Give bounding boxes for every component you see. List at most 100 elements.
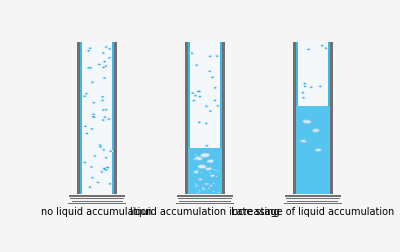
Bar <box>284 203 342 205</box>
Circle shape <box>302 98 305 99</box>
Circle shape <box>90 81 95 84</box>
Circle shape <box>107 48 112 51</box>
Circle shape <box>84 96 86 98</box>
Circle shape <box>102 97 104 98</box>
Circle shape <box>208 188 210 190</box>
Ellipse shape <box>198 179 203 181</box>
Circle shape <box>304 84 306 85</box>
Circle shape <box>86 133 88 135</box>
Circle shape <box>89 128 94 131</box>
Ellipse shape <box>209 185 213 187</box>
Circle shape <box>199 159 200 160</box>
Circle shape <box>110 151 112 152</box>
Circle shape <box>103 78 106 79</box>
Circle shape <box>217 171 218 172</box>
Circle shape <box>99 145 101 146</box>
Circle shape <box>84 162 86 164</box>
Ellipse shape <box>206 168 212 171</box>
Circle shape <box>204 189 205 190</box>
Circle shape <box>108 119 110 120</box>
Circle shape <box>101 109 106 112</box>
Circle shape <box>209 56 211 58</box>
Circle shape <box>91 113 96 116</box>
Circle shape <box>87 68 90 69</box>
Bar <box>180 201 230 202</box>
Ellipse shape <box>303 120 311 124</box>
Circle shape <box>101 67 106 70</box>
Circle shape <box>92 155 97 158</box>
Circle shape <box>84 133 89 136</box>
Circle shape <box>102 168 107 171</box>
Circle shape <box>87 186 92 189</box>
Circle shape <box>86 50 91 53</box>
Circle shape <box>108 183 112 186</box>
Circle shape <box>104 169 106 170</box>
Circle shape <box>190 52 194 56</box>
Circle shape <box>210 76 215 80</box>
Circle shape <box>83 125 88 129</box>
Circle shape <box>82 95 87 98</box>
Circle shape <box>300 92 305 95</box>
Circle shape <box>212 162 213 163</box>
Text: liquid accumulation increasing: liquid accumulation increasing <box>130 207 280 216</box>
Circle shape <box>191 100 196 103</box>
Circle shape <box>93 117 95 118</box>
Circle shape <box>302 85 308 89</box>
Circle shape <box>97 64 102 67</box>
Bar <box>330 43 333 194</box>
Circle shape <box>84 126 86 128</box>
Circle shape <box>217 192 219 193</box>
Circle shape <box>104 62 106 63</box>
Bar <box>298 43 328 194</box>
Circle shape <box>101 172 103 173</box>
Circle shape <box>94 156 96 157</box>
Circle shape <box>106 118 111 121</box>
Circle shape <box>109 183 111 185</box>
Circle shape <box>197 192 199 193</box>
Circle shape <box>214 100 216 102</box>
Circle shape <box>215 105 220 108</box>
Circle shape <box>194 96 196 97</box>
Circle shape <box>102 77 107 80</box>
Ellipse shape <box>202 188 205 190</box>
Circle shape <box>92 116 97 119</box>
Circle shape <box>104 156 109 160</box>
Circle shape <box>324 47 328 51</box>
Circle shape <box>102 100 104 102</box>
Bar <box>222 43 225 194</box>
Bar <box>286 198 340 200</box>
Circle shape <box>201 172 202 173</box>
Circle shape <box>98 144 103 147</box>
Circle shape <box>82 161 87 164</box>
Circle shape <box>204 122 209 125</box>
Bar <box>70 198 124 200</box>
Ellipse shape <box>300 140 306 143</box>
Circle shape <box>209 111 212 112</box>
Circle shape <box>302 93 304 94</box>
Circle shape <box>89 166 94 169</box>
Text: Late stage of liquid accumulation: Late stage of liquid accumulation <box>231 207 394 216</box>
Ellipse shape <box>312 129 320 133</box>
Circle shape <box>86 67 91 70</box>
Bar <box>185 43 188 194</box>
Circle shape <box>196 170 198 171</box>
Circle shape <box>213 191 214 192</box>
Circle shape <box>214 88 216 89</box>
Circle shape <box>107 167 109 169</box>
Circle shape <box>310 87 312 89</box>
Circle shape <box>198 96 202 99</box>
Circle shape <box>102 167 107 170</box>
Bar <box>82 43 112 194</box>
Circle shape <box>91 82 94 84</box>
Circle shape <box>105 166 110 169</box>
Circle shape <box>208 55 212 59</box>
Circle shape <box>98 146 103 149</box>
Circle shape <box>216 176 217 177</box>
Circle shape <box>88 48 93 51</box>
Circle shape <box>204 145 209 148</box>
Circle shape <box>100 100 105 103</box>
Circle shape <box>91 129 93 130</box>
Circle shape <box>85 94 88 95</box>
Circle shape <box>306 49 311 52</box>
Circle shape <box>92 102 96 105</box>
